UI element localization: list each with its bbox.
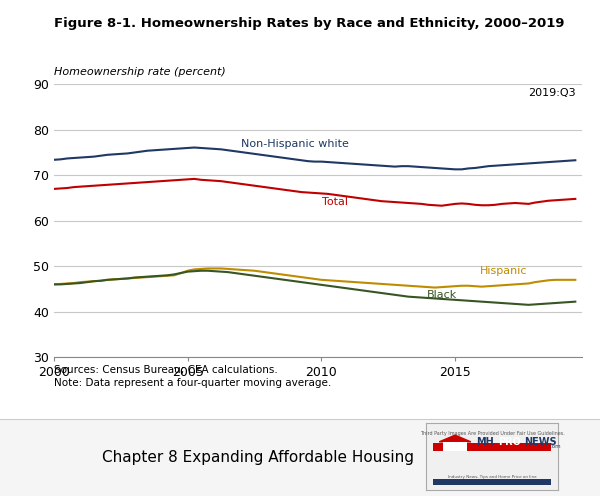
FancyBboxPatch shape xyxy=(443,442,467,451)
Text: Figure 8-1. Homeownership Rates by Race and Ethnicity, 2000–2019: Figure 8-1. Homeownership Rates by Race … xyxy=(54,17,565,30)
Text: 2019:Q3: 2019:Q3 xyxy=(527,88,575,98)
Text: Hispanic: Hispanic xyxy=(479,266,527,276)
Text: .com: .com xyxy=(547,444,561,449)
Text: Non-Hispanic white: Non-Hispanic white xyxy=(241,138,349,149)
Text: Chapter 8 Expanding Affordable Housing: Chapter 8 Expanding Affordable Housing xyxy=(102,450,414,465)
Text: Black: Black xyxy=(427,290,457,300)
FancyBboxPatch shape xyxy=(433,479,551,485)
Polygon shape xyxy=(439,435,471,442)
Text: MH: MH xyxy=(476,437,494,447)
Text: Total: Total xyxy=(322,197,348,207)
Text: PRO: PRO xyxy=(499,437,521,447)
Text: Industry News, Tips and Home Price on line: Industry News, Tips and Home Price on li… xyxy=(448,475,536,479)
Text: NEWS: NEWS xyxy=(524,437,556,447)
Text: Homeownership rate (percent): Homeownership rate (percent) xyxy=(54,67,226,77)
Text: Third Party Images Are Provided Under Fair Use Guidelines.: Third Party Images Are Provided Under Fa… xyxy=(419,431,565,436)
Text: Sources: Census Bureau; CEA calculations.
Note: Data represent a four-quarter mo: Sources: Census Bureau; CEA calculations… xyxy=(54,365,331,388)
FancyBboxPatch shape xyxy=(433,443,551,451)
